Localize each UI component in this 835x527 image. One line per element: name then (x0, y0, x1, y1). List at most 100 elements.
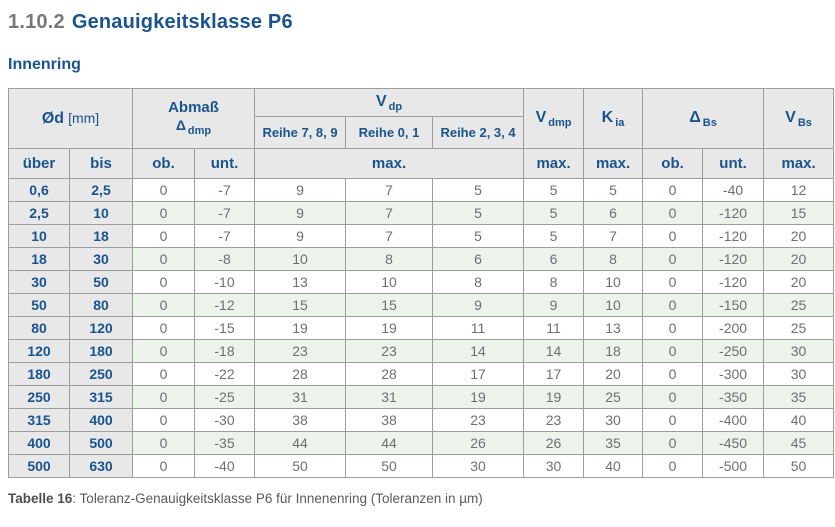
cell-value: 20 (583, 362, 644, 386)
cell-bis: 2,5 (68, 178, 134, 202)
cell-value: 20 (763, 270, 835, 294)
cell-value: 5 (432, 201, 525, 225)
cell-value: 17 (432, 362, 525, 386)
caption-label: Tabelle 16 (8, 491, 73, 506)
table-caption: Tabelle 16: Toleranz-Genauigkeitsklasse … (8, 491, 835, 507)
cell-value: 9 (254, 224, 347, 248)
table-row: 50 80 0 -12 15 15 9 9 10 0 -150 25 (8, 293, 835, 317)
cell-value: -500 (702, 454, 765, 478)
table-row: 315 400 0 -30 38 38 23 23 30 0 -400 40 (8, 408, 835, 432)
cell-value: 23 (523, 408, 585, 432)
cell-value: 35 (763, 385, 835, 409)
cell-value: 6 (583, 201, 644, 225)
cell-value: -40 (194, 454, 256, 478)
cell-value: 0 (642, 339, 704, 363)
cell-value: 9 (254, 178, 347, 202)
cell-value: 30 (763, 339, 835, 363)
cell-value: -120 (702, 270, 765, 294)
cell-value: 0 (642, 178, 704, 202)
cell-ueber: 315 (8, 408, 70, 432)
cell-value: 20 (763, 224, 835, 248)
table-row: 2,5 10 0 -7 9 7 5 5 6 0 -120 15 (8, 201, 835, 225)
cell-value: 28 (345, 362, 434, 386)
cell-value: 5 (432, 224, 525, 248)
cell-value: 0 (642, 224, 704, 248)
cell-bis: 80 (68, 293, 134, 317)
cell-value: -7 (194, 178, 256, 202)
cell-value: 0 (132, 362, 196, 386)
cell-value: -18 (194, 339, 256, 363)
subheader-max-kia: max. (583, 148, 644, 179)
cell-value: 35 (583, 431, 644, 455)
table-row: 400 500 0 -35 44 44 26 26 35 0 -450 45 (8, 431, 835, 455)
cell-bis: 120 (68, 316, 134, 340)
cell-value: 0 (132, 293, 196, 317)
abmass-title: Abmaß (168, 98, 219, 116)
cell-value: 7 (345, 224, 434, 248)
cell-ueber: 180 (8, 362, 70, 386)
cell-value: 19 (523, 385, 585, 409)
cell-value: 10 (583, 293, 644, 317)
subsection-title: Innenring (8, 56, 81, 73)
cell-ueber: 500 (8, 454, 70, 478)
cell-value: -35 (194, 431, 256, 455)
cell-bis: 50 (68, 270, 134, 294)
section-heading: 1.10.2 Genauigkeitsklasse P6 (8, 10, 835, 34)
cell-value: 20 (763, 247, 835, 271)
table-row: 30 50 0 -10 13 10 8 8 10 0 -120 20 (8, 270, 835, 294)
cell-value: 0 (132, 316, 196, 340)
cell-value: 0 (642, 293, 704, 317)
table-row: 180 250 0 -22 28 28 17 17 20 0 -300 30 (8, 362, 835, 386)
cell-bis: 250 (68, 362, 134, 386)
cell-value: 7 (583, 224, 644, 248)
cell-value: 38 (345, 408, 434, 432)
cell-value: 8 (345, 247, 434, 271)
col-header-vbs: V Bs (763, 88, 835, 149)
cell-ueber: 120 (8, 339, 70, 363)
cell-value: 0 (132, 201, 196, 225)
subheader-ob-dmp: ob. (132, 148, 196, 179)
cell-value: 15 (763, 201, 835, 225)
cell-value: -8 (194, 247, 256, 271)
section-title: Genauigkeitsklasse P6 (71, 11, 293, 33)
cell-bis: 400 (68, 408, 134, 432)
table-body: 0,6 2,5 0 -7 9 7 5 5 5 0 -40 12 2,5 10 0 -7 9 7 5 5 6 0 -120 15… (8, 178, 835, 478)
cell-value: 0 (642, 247, 704, 271)
cell-value: 0 (642, 362, 704, 386)
cell-value: 44 (254, 431, 347, 455)
cell-value: 50 (763, 454, 835, 478)
cell-value: 9 (254, 201, 347, 225)
cell-value: 44 (345, 431, 434, 455)
cell-value: -15 (194, 316, 256, 340)
cell-value: 18 (583, 339, 644, 363)
cell-value: 0 (642, 385, 704, 409)
subheader-ob-bs: ob. (642, 148, 704, 179)
cell-value: 19 (432, 385, 525, 409)
cell-value: 40 (763, 408, 835, 432)
cell-value: 0 (132, 270, 196, 294)
cell-ueber: 18 (8, 247, 70, 271)
page: 1.10.2 Genauigkeitsklasse P6 Innenring Ød… (7, 10, 835, 507)
col-header-reihe-234: Reihe 2, 3, 4 (432, 116, 525, 149)
cell-value: 5 (523, 178, 585, 202)
cell-value: -450 (702, 431, 765, 455)
cell-bis: 500 (68, 431, 134, 455)
cell-value: 23 (432, 408, 525, 432)
cell-value: -7 (194, 224, 256, 248)
cell-value: 6 (523, 247, 585, 271)
cell-value: 28 (254, 362, 347, 386)
cell-value: -250 (702, 339, 765, 363)
cell-value: 14 (523, 339, 585, 363)
cell-value: 30 (432, 454, 525, 478)
cell-value: -12 (194, 293, 256, 317)
cell-value: 0 (132, 408, 196, 432)
cell-value: 30 (583, 408, 644, 432)
cell-value: 50 (345, 454, 434, 478)
cell-value: 23 (254, 339, 347, 363)
col-header-delta-bs: Δ Bs (642, 88, 765, 149)
cell-value: 50 (254, 454, 347, 478)
